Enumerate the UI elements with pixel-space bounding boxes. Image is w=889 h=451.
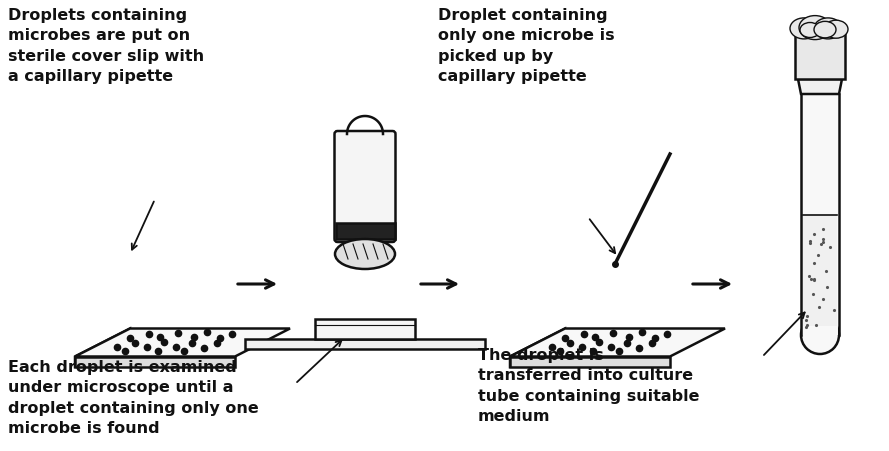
Bar <box>245 339 485 349</box>
Ellipse shape <box>824 21 848 39</box>
Ellipse shape <box>800 23 820 38</box>
Text: Each droplet is examined
under microscope until a
droplet containing only one
mi: Each droplet is examined under microscop… <box>8 359 259 435</box>
Polygon shape <box>75 357 235 367</box>
Bar <box>315 319 415 339</box>
Bar <box>795 35 845 80</box>
Polygon shape <box>510 329 725 357</box>
Ellipse shape <box>814 22 836 39</box>
Polygon shape <box>75 329 130 367</box>
Text: The droplet is
transferred into culture
tube containing suitable
medium: The droplet is transferred into culture … <box>478 347 700 423</box>
Ellipse shape <box>335 239 395 269</box>
Bar <box>335 224 395 239</box>
Ellipse shape <box>801 316 839 354</box>
Bar <box>803 216 837 326</box>
FancyBboxPatch shape <box>334 132 396 243</box>
Text: Droplets containing
microbes are put on
sterile cover slip with
a capillary pipe: Droplets containing microbes are put on … <box>8 8 204 84</box>
Bar <box>802 95 838 335</box>
Polygon shape <box>510 329 565 367</box>
Text: Droplet containing
only one microbe is
picked up by
capillary pipette: Droplet containing only one microbe is p… <box>438 8 614 84</box>
Ellipse shape <box>799 17 831 41</box>
Ellipse shape <box>790 19 818 40</box>
Polygon shape <box>75 329 290 357</box>
Ellipse shape <box>814 19 842 40</box>
Polygon shape <box>798 80 842 95</box>
Polygon shape <box>510 357 670 367</box>
